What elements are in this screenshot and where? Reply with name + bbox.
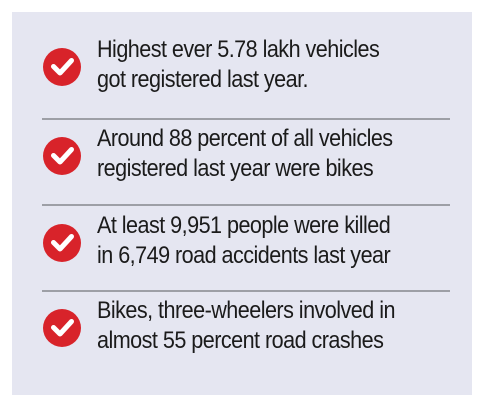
fact-line: Highest ever 5.78 lakh vehicles [97, 36, 380, 63]
divider [42, 118, 450, 120]
fact-line: Around 88 percent of all vehicles [97, 125, 393, 152]
fact-line: At least 9,951 people were killed [97, 212, 391, 239]
facts-panel: Highest ever 5.78 lakh vehicles got regi… [12, 12, 472, 395]
fact-line: Bikes, three-wheelers involved in [97, 297, 395, 324]
check-circle-icon [43, 309, 81, 347]
check-circle-icon [43, 137, 81, 175]
fact-text: Highest ever 5.78 lakh vehicles got regi… [97, 35, 430, 95]
fact-text: At least 9,951 people were killed in 6,7… [97, 211, 430, 271]
fact-text: Around 88 percent of all vehicles regist… [97, 124, 430, 184]
fact-item: Around 88 percent of all vehicles regist… [12, 124, 472, 210]
fact-text: Bikes, three-wheelers involved in almost… [97, 296, 430, 356]
fact-item: Bikes, three-wheelers involved in almost… [12, 296, 472, 382]
check-circle-icon [43, 224, 81, 262]
fact-item: Highest ever 5.78 lakh vehicles got regi… [12, 35, 472, 121]
check-circle-icon [43, 48, 81, 86]
divider [42, 290, 450, 292]
fact-line: registered last year were bikes [97, 155, 374, 182]
fact-line: in 6,749 road accidents last year [97, 242, 391, 269]
fact-item: At least 9,951 people were killed in 6,7… [12, 211, 472, 297]
fact-line: got registered last year. [97, 66, 309, 93]
fact-line: almost 55 percent road crashes [97, 327, 384, 354]
divider [42, 204, 450, 206]
